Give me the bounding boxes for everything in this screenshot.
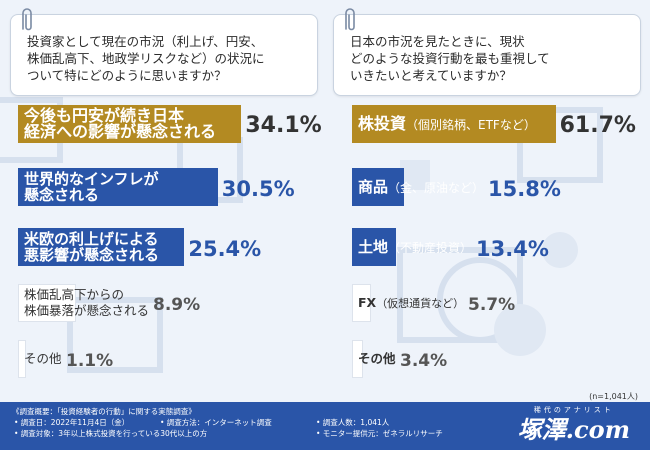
bar-left-2 [18,228,185,266]
bar-right-3 [352,284,371,322]
bar-label-right-4: その他 [358,340,396,378]
bar-value-left-1: 30.5% [221,176,295,201]
bar-charts: 今後も円安が続き日本 経済への影響が懸念される 34.1% 世界的なインフレが 懸念され… [18,105,636,378]
bar-label-main: 土地 [358,237,389,256]
bar-right-2 [352,228,397,266]
bar-label-right-3: FX（仮想通貨など） [358,284,464,322]
bar-value-right-4: 3.4% [400,350,448,371]
background-decoration [0,97,603,373]
bar-label-line: 株投資（個別銘柄、ETFなど） [358,113,536,133]
bar-left-1 [18,168,218,206]
bar-label-line: 商品（金、原油など） [358,179,484,196]
bar-label-line: 米欧の利上げによる [24,230,159,248]
bar-value-left-2: 25.4% [188,236,262,261]
brand-name: 塚澤.com [517,415,630,444]
bar-label-line: 経済への影響が懸念される [24,122,217,141]
bar-right-1 [352,168,405,206]
bar-value-right-0: 61.7% [559,113,636,138]
survey-method: • 調査方法：インターネット調査 [160,418,272,427]
question-left-line-2: 株価乱高下、地政学リスクなど）の状況に [27,51,265,66]
bar-label-right-1: 商品（金、原油など） [358,168,484,206]
bar-value-right-2: 13.4% [476,236,549,261]
bar-label-right-2: 土地（不動産投資） [358,228,472,266]
bar-value-right-1: 15.8% [488,176,561,201]
bar-label-line: その他 [358,351,396,367]
bar-label-line: 株価乱高下からの [24,287,125,302]
bar-label-left-4: その他 [24,340,62,378]
brand-logo: 稀代のアナリスト 塚澤.com [518,405,630,444]
bar-value-left-3: 8.9% [153,294,201,315]
bar-right-4 [352,340,364,378]
bar-label-sub: （金、原油など） [388,180,485,195]
bar-left-0 [18,105,242,143]
bar-label-sub: （個別銘柄、ETFなど） [406,117,536,132]
brand-tagline: 稀代のアナリスト [533,406,614,414]
bar-label-left-3: 株価乱高下からの 株価暴落が懸念される [24,284,149,322]
bar-label-left-0: 今後も円安が続き日本 経済への影響が懸念される [24,105,216,143]
question-right-line-1: 日本の市況を見たときに、現状 [350,34,525,49]
question-left-line-3: ついて特にどのように思いますか？ [27,68,227,83]
survey-date: • 調査日：2022年11月4日（金） [14,418,130,427]
bar-label-line: 株価暴落が懸念される [24,303,150,318]
bar-label-line: 土地（不動産投資） [358,239,472,256]
bar-label-line: 懸念される [24,186,100,204]
bar-label-line: 悪影響が懸念される [24,246,160,264]
bar-value-left-0: 34.1% [245,113,322,138]
bar-label-main: 株投資 [358,113,407,133]
bar-label-line: その他 [24,351,62,366]
bar-value-right-3: 5.7% [468,294,516,315]
question-card-right: 日本の市況を見たときに、現状 どのような投資行動を最も重視して いきたいと考えて… [333,8,641,96]
bar-label-main: その他 [358,351,396,366]
survey-provider: • モニター提供元：ゼネラルリサーチ [316,429,443,438]
survey-count: • 調査人数：1,041人 [316,418,390,427]
bar-label-sub: （仮想通貨など） [376,296,465,310]
bar-label-line: FX（仮想通貨など） [358,295,464,312]
survey-footer: 《調査概要：「投資経験者の行動」に関する実態調査》 • 調査日：2022年11月… [0,402,650,450]
bar-left-3 [18,284,77,322]
bar-label-main: FX [358,294,377,310]
bar-right-0 [352,105,556,143]
bar-label-line: 世界的なインフレが [24,170,159,188]
bar-label-sub: （不動産投資） [388,240,473,255]
survey-title: 《調査概要：「投資経験者の行動」に関する実態調査》 [12,407,196,416]
survey-target: • 調査対象：3年以上株式投資を行っている30代以上の方 [14,429,208,438]
bar-value-left-4: 1.1% [66,350,114,371]
bar-label-line: 今後も円安が続き日本 [24,106,185,125]
question-card-left: 投資家として現在の市況（利上げ、円安、 株価乱高下、地政学リスクなど）の状況に … [10,8,318,96]
sample-size-note: (n=1,041人) [589,392,638,401]
question-right-line-2: どのような投資行動を最も重視して [350,51,550,66]
paperclip-icon [22,8,32,31]
paperclip-icon [345,8,355,31]
bar-label-left-1: 世界的なインフレが 懸念される [24,168,159,206]
bar-label-right-0: 株投資（個別銘柄、ETFなど） [358,105,536,143]
bar-left-4 [18,340,26,378]
question-right-line-3: いきたいと考えていますか？ [350,68,512,83]
bar-label-left-2: 米欧の利上げによる 悪影響が懸念される [24,228,159,266]
question-left-line-1: 投資家として現在の市況（利上げ、円安、 [27,34,264,49]
bar-label-main: 商品 [358,177,389,196]
